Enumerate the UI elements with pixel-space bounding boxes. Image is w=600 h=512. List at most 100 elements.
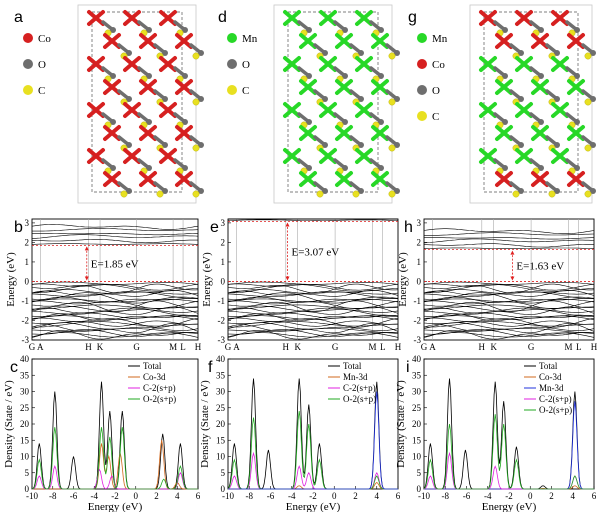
band-line <box>227 289 399 295</box>
metal-bond <box>515 10 533 26</box>
ytick-label: 25 <box>216 403 226 413</box>
metal-bond <box>371 33 389 49</box>
ytick-label: 0 <box>417 484 422 494</box>
metal-bond <box>87 102 105 118</box>
metal-bond <box>283 102 301 118</box>
xtick-label: -4 <box>288 491 296 501</box>
metal-bond <box>103 125 121 141</box>
oxygen-atom <box>126 188 132 194</box>
panel-label-i: i <box>406 359 410 376</box>
oxygen-atom <box>126 142 132 148</box>
kpoint-label: H <box>395 342 402 352</box>
band-line <box>31 312 199 319</box>
oxygen-atom <box>198 96 204 102</box>
legend-atom-c <box>227 85 237 95</box>
metal-bond <box>175 171 193 187</box>
band-line <box>424 232 595 236</box>
oxygen-atom <box>182 165 188 171</box>
band-line <box>31 315 199 320</box>
gap-arrowhead <box>285 276 290 281</box>
xtick-label: 0 <box>134 491 139 501</box>
metal-bond <box>479 102 497 118</box>
band-line <box>423 323 595 334</box>
ylabel: Density (State / eV) <box>395 380 407 468</box>
metal-bond <box>139 79 157 95</box>
oxygen-atom <box>518 50 524 56</box>
band-line <box>31 289 199 297</box>
metal-bond <box>551 148 569 164</box>
oxygen-atom <box>518 96 524 102</box>
ytick-label: 10 <box>20 452 30 462</box>
metal-bond <box>139 33 157 49</box>
legend-atom-c <box>23 85 33 95</box>
kpoint-label: G <box>332 342 339 352</box>
kpoint-label: G <box>29 342 36 352</box>
oxygen-atom <box>518 188 524 194</box>
band-line <box>31 305 199 313</box>
oxygen-atom <box>394 50 400 56</box>
legend-label: C-2(s+p) <box>343 383 376 393</box>
oxygen-atom <box>146 73 152 79</box>
kpoint-label: M <box>368 342 376 352</box>
metal-bond <box>371 125 389 141</box>
metal-bond <box>319 148 337 164</box>
metal-bond <box>479 56 497 72</box>
metal-bond <box>87 148 105 164</box>
legend-label-mn: Mn <box>432 33 448 45</box>
legend-label-o: O <box>432 85 440 97</box>
ytick-label: 0 <box>221 276 226 286</box>
kpoint-label: H <box>283 342 290 352</box>
metal-bond <box>103 171 121 187</box>
band-line <box>423 289 595 295</box>
metal-bond <box>371 171 389 187</box>
band-line <box>423 238 595 244</box>
band-line <box>424 321 595 328</box>
ytick-label: -3 <box>218 335 226 345</box>
dos-plot-c: -10 -8 -6 -4 -2 0 2 4 6 0 5 10 15 20 25 30 35 40 Energy (e… <box>3 354 201 512</box>
band-line <box>227 305 399 313</box>
legend-atom-mn <box>417 33 427 43</box>
oxygen-atom <box>574 165 580 171</box>
metal-bond <box>87 56 105 72</box>
kpoint-label: H <box>85 342 92 352</box>
band-line <box>424 304 595 310</box>
metal-bond <box>495 79 513 95</box>
ytick-label: 40 <box>412 354 422 364</box>
metal-bond <box>531 125 549 141</box>
ytick-label: 40 <box>20 354 30 364</box>
metal-bond <box>551 102 569 118</box>
kpoint-label: G <box>528 342 535 352</box>
kpoint-label: H <box>195 342 202 352</box>
oxygen-atom <box>538 165 544 171</box>
oxygen-atom <box>590 50 596 56</box>
legend-atom-mn <box>227 33 237 43</box>
ylabel: Energy (eV) <box>397 252 409 307</box>
band-line <box>423 300 595 309</box>
band-line <box>423 328 594 333</box>
ytick-label: -3 <box>22 335 30 345</box>
ytick-label: 15 <box>20 435 30 445</box>
carbon-atom <box>584 190 592 198</box>
band-line <box>31 300 199 309</box>
metal-bond <box>159 148 177 164</box>
oxygen-atom <box>322 96 328 102</box>
ytick-label: -2 <box>218 315 226 325</box>
carbon-atom <box>548 190 556 198</box>
band-line <box>32 232 199 236</box>
carbon-atom <box>316 190 324 198</box>
band-line <box>423 296 595 303</box>
legend-label: C-2(s+p) <box>143 383 176 393</box>
oxygen-atom <box>306 165 312 171</box>
band-line <box>31 291 198 299</box>
metal-bond <box>567 125 585 141</box>
oxygen-atom <box>126 96 132 102</box>
band-line <box>227 332 399 338</box>
xtick-label: -2 <box>111 491 119 501</box>
band-line <box>31 323 199 334</box>
ytick-label: 35 <box>216 370 226 380</box>
kpoint-label: A <box>37 342 44 352</box>
xtick-label: -8 <box>442 491 450 501</box>
xtick-label: 6 <box>196 491 201 501</box>
ytick-label: 3 <box>221 218 226 228</box>
carbon-atom <box>388 144 396 152</box>
